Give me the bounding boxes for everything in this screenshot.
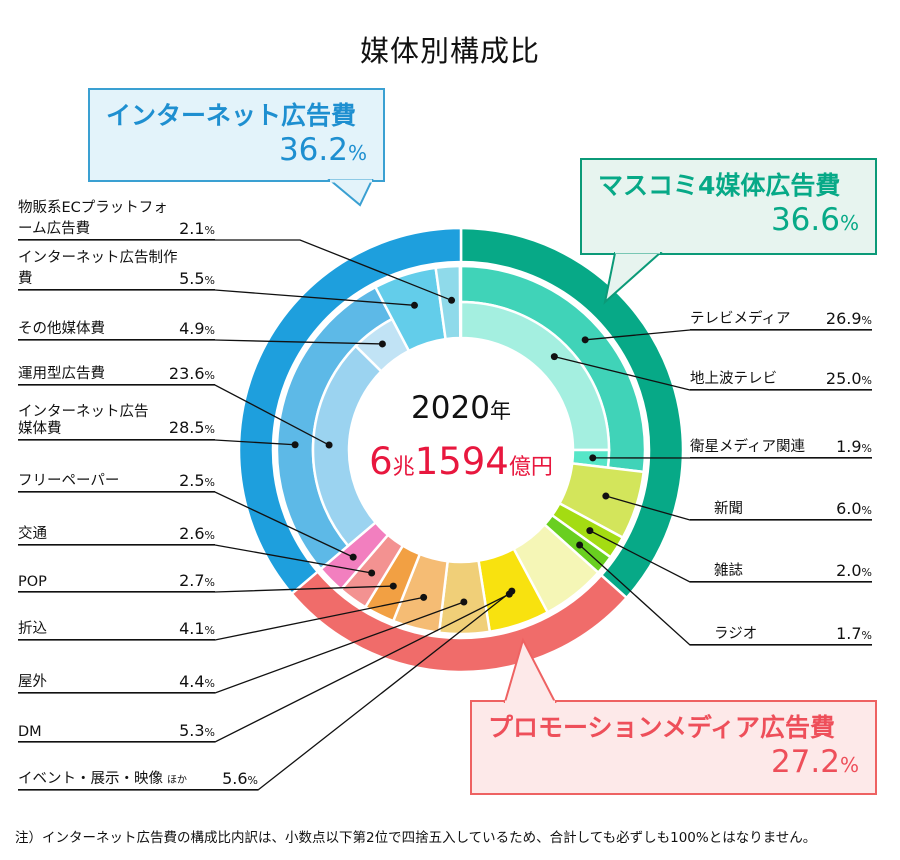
leader-line-0-3 [579,544,872,646]
leader-line-2-1 [18,289,415,306]
label-outdoor: 屋外 4.4% [18,669,215,693]
leader-dot-0-0-0 [550,353,558,361]
leader-line-0-0-0 [554,356,872,391]
label-insert: 折込 4.1% [18,616,215,640]
label-internet-production: インターネット広告制作費 5.5% [18,250,215,290]
leader-line-1-5 [18,544,372,574]
leader-dot-0-2 [586,527,594,535]
leader-line-0-2 [589,530,872,583]
label-newspaper: 新聞 6.0% [690,496,872,520]
label-freepaper: フリーペーパー 2.5% [18,468,215,492]
leader-line-1-3 [18,596,424,641]
label-magazine: 雑誌 2.0% [690,558,872,582]
leader-line-1-2 [18,601,465,694]
label-dm: DM 5.3% [18,718,215,742]
footnote: 注）インターネット広告費の構成比内訳は、小数点以下第2位で四捨五入しているため、… [15,830,817,846]
leader-line-2-2 [18,239,452,301]
label-programmatic: 運用型広告費 23.6% [18,361,215,385]
leader-dot-0-0-1 [589,454,597,462]
label-pop: POP 2.7% [18,568,215,592]
group-name: マスコミ4媒体広告費 [598,171,841,200]
leader-line-1-4 [18,585,394,593]
leader-dot-1-2 [460,598,468,606]
leader-dot-2-2 [448,296,456,304]
leader-line-2-0-0 [18,384,330,446]
group-value: 27.2% [770,744,859,780]
label-radio: ラジオ 1.7% [690,621,872,645]
leader-line-1-1 [18,593,510,743]
group-name: プロモーションメディア広告費 [488,713,836,742]
label-internet-media: インターネット広告 媒体費 28.5% [18,398,215,440]
group-value: 36.6% [770,202,859,238]
label-other-media: その他媒体費 4.9% [18,316,215,340]
label-ec: 物販系ECプラットフォーム広告費 2.1% [18,200,215,240]
group-ring-2 [237,226,463,596]
leader-dot-2-0 [291,441,299,449]
leader-line-0-0 [585,329,872,341]
center-year: 2020年 [411,390,511,426]
leader-dot-0-1 [602,492,610,500]
leader-dot-1-0 [508,587,516,595]
leader-dot-0-0 [581,336,589,344]
chart-title: 媒体別構成比 [359,34,540,68]
callout-masscomm: マスコミ4媒体広告費 36.6% [580,158,877,255]
leader-dot-2-0-0 [325,441,333,449]
leader-dot-2-0-1 [378,340,386,348]
leader-line-1-6 [18,491,354,558]
leader-dot-2-1 [410,301,418,309]
leader-line-2-0-1 [18,339,383,345]
center-total: 6兆1594億円 [369,440,553,483]
leader-dot-0-3 [576,541,584,549]
leader-dot-1-6 [349,553,357,561]
label-transit: 交通 2.6% [18,521,215,545]
label-tv: テレビメディア 26.9% [690,306,872,330]
leader-dot-1-4 [389,582,397,590]
leader-dot-1-3 [420,593,428,601]
group-name: インターネット広告費 [106,101,357,130]
leader-dot-1-5 [368,569,376,577]
leader-line-2-0 [18,439,296,446]
group-value: 36.2% [278,132,367,168]
label-terrestrial: 地上波テレビ 25.0% [690,366,872,390]
callout-promotion: プロモーションメディア広告費 27.2% [470,700,877,795]
leader-line-0-1 [605,495,872,521]
label-event: イベント・展示・映像 ほか 5.6% [18,766,258,790]
callout-internet: インターネット広告費 36.2% [88,88,385,182]
leader-line-1-0 [18,590,513,791]
segment-2-2 [434,264,462,341]
label-satellite: 衛星メディア関連 1.9% [690,434,872,458]
